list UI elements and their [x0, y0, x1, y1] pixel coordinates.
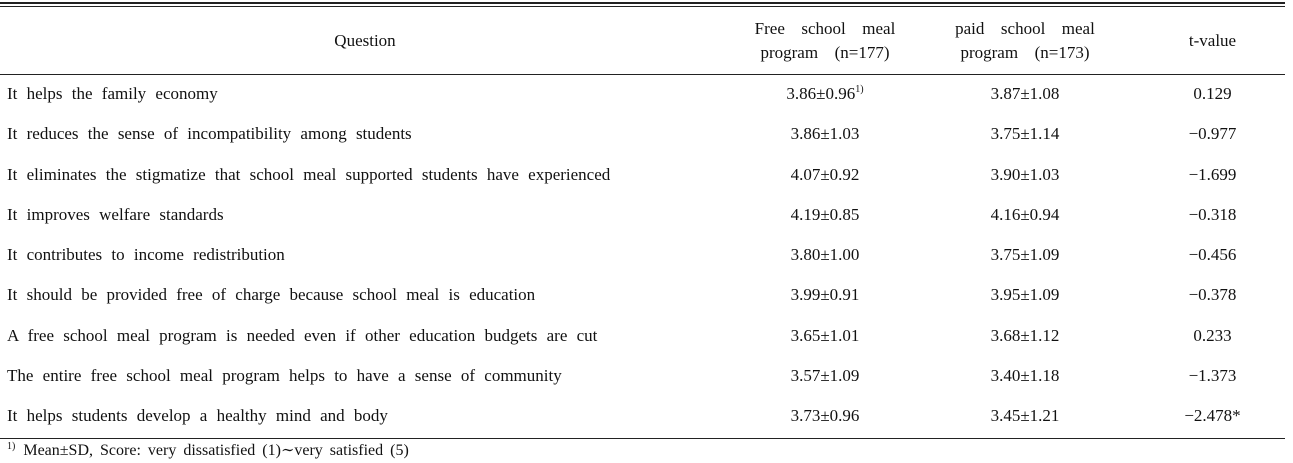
header-t-value: t-value	[1140, 7, 1285, 74]
header-question-label: Question	[334, 30, 396, 50]
bottom-rule	[0, 438, 1285, 439]
paid-cell: 3.87±1.08	[990, 84, 1060, 103]
header-rule	[0, 74, 1285, 75]
t-value-cell: −1.373	[1188, 366, 1237, 386]
t-value-cell: −1.699	[1188, 164, 1237, 184]
table-row: It helps students develop a healthy mind…	[0, 397, 1285, 437]
free-cell: 3.57±1.09	[790, 366, 860, 386]
header-free-program: Free school meal program (n=177)	[740, 7, 910, 74]
question-cell: It eliminates the stigmatize that school…	[7, 164, 611, 184]
top-rule-thin	[0, 6, 1285, 7]
table-row: The entire free school meal program help…	[0, 357, 1285, 397]
paid-cell: 3.90±1.03	[990, 164, 1060, 184]
table-row: A free school meal program is needed eve…	[0, 317, 1285, 357]
table-row: It should be provided free of charge bec…	[0, 276, 1285, 316]
free-cell: 3.73±0.96	[790, 406, 860, 426]
free-value: 3.86±0.96	[786, 84, 856, 103]
question-cell: It reduces the sense of incompatibility …	[7, 124, 412, 144]
question-cell: It should be provided free of charge bec…	[7, 285, 536, 305]
header-paid-line2: program (n=173)	[960, 42, 1090, 62]
t-value-cell: −2.478*	[1184, 406, 1241, 426]
t-value-cell: 0.233	[1193, 325, 1232, 345]
question-cell: It improves welfare standards	[7, 204, 224, 224]
free-cell: 4.07±0.92	[790, 164, 860, 184]
header-paid-line1: paid school meal	[955, 18, 1095, 38]
paid-cell: 3.40±1.18	[990, 366, 1060, 386]
header-t-value-label: t-value	[1188, 30, 1237, 50]
header-question: Question	[0, 7, 730, 74]
table-row: It eliminates the stigmatize that school…	[0, 156, 1285, 196]
question-cell: The entire free school meal program help…	[7, 366, 562, 386]
free-cell: 3.80±1.00	[790, 245, 860, 265]
free-cell: 3.99±0.91	[790, 285, 860, 305]
free-cell: 3.86±0.961)	[740, 75, 910, 113]
free-cell: 4.19±0.85	[790, 204, 860, 224]
header-paid-program: paid school meal program (n=173)	[940, 7, 1110, 74]
top-rule-thick	[0, 2, 1285, 4]
t-value-cell: 0.129	[1193, 84, 1232, 103]
paid-cell: 4.16±0.94	[990, 204, 1060, 224]
paid-cell: 3.68±1.12	[990, 325, 1060, 345]
table-body: It helps the family economy 3.86±0.961) …	[0, 75, 1285, 438]
header-free-line2: program (n=177)	[760, 42, 890, 62]
table-row: It helps the family economy 3.86±0.961) …	[0, 75, 1285, 115]
table-row: It contributes to income redistribution …	[0, 236, 1285, 276]
paid-cell: 3.45±1.21	[990, 406, 1060, 426]
paid-cell: 3.75±1.14	[990, 124, 1060, 144]
footnote-marker: 1)	[855, 84, 864, 95]
t-value-cell: −0.977	[1188, 124, 1237, 144]
paid-cell: 3.95±1.09	[990, 285, 1060, 305]
question-cell: It contributes to income redistribution	[7, 245, 285, 265]
table-footnote: 1) Mean±SD, Score: very dissatisfied (1)∼…	[7, 441, 409, 461]
table-row: It reduces the sense of incompatibility …	[0, 115, 1285, 155]
footnote-marker: 1)	[7, 441, 16, 452]
header-free-line1: Free school meal	[754, 18, 896, 38]
paid-cell: 3.75±1.09	[990, 245, 1060, 265]
question-cell: It helps students develop a healthy mind…	[7, 406, 388, 426]
t-value-cell: −0.378	[1188, 285, 1237, 305]
table-row: It improves welfare standards 4.19±0.85 …	[0, 196, 1285, 236]
free-cell: 3.86±1.03	[790, 124, 860, 144]
question-cell: It helps the family economy	[7, 84, 218, 103]
t-value-cell: −0.456	[1188, 245, 1237, 265]
table-header: Question Free school meal program (n=177…	[0, 7, 1285, 74]
question-cell: A free school meal program is needed eve…	[7, 325, 598, 345]
t-value-cell: −0.318	[1188, 204, 1237, 224]
free-cell: 3.65±1.01	[790, 325, 860, 345]
footnote-text: Mean±SD, Score: very dissatisfied (1)∼ve…	[23, 442, 409, 459]
